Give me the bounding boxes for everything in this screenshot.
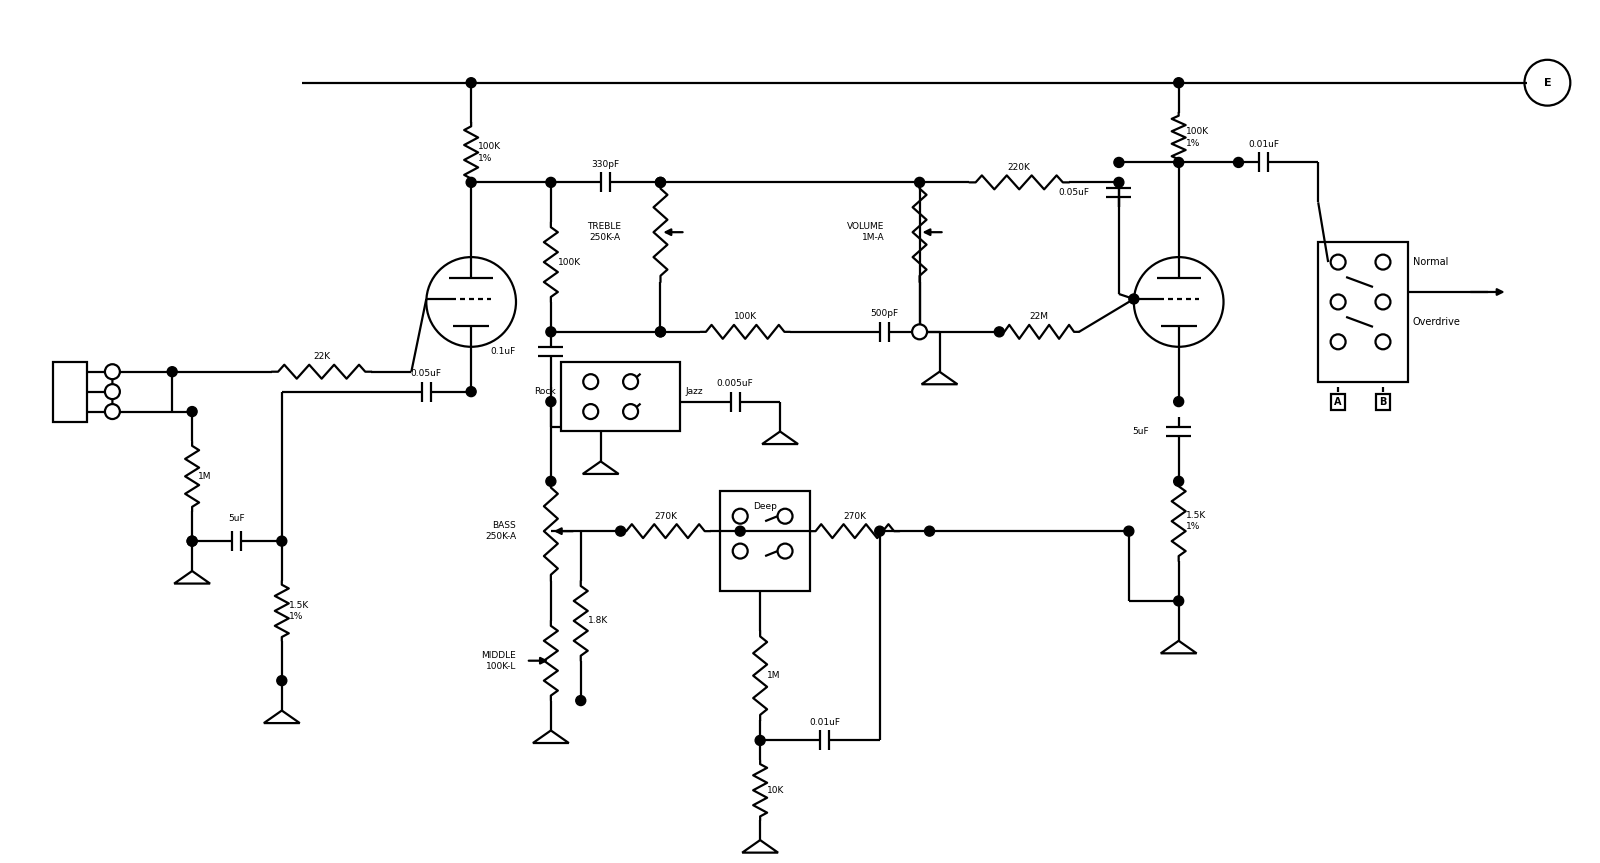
Circle shape — [778, 544, 792, 558]
Text: 1M: 1M — [766, 671, 781, 680]
Circle shape — [106, 404, 120, 419]
Text: 22K: 22K — [314, 352, 330, 362]
Text: 0.005uF: 0.005uF — [717, 379, 754, 388]
Text: 100K
1%: 100K 1% — [1186, 128, 1208, 148]
Text: Rock: Rock — [534, 387, 555, 396]
Circle shape — [755, 735, 765, 746]
Text: 0.05uF: 0.05uF — [1058, 188, 1090, 197]
Text: Overdrive: Overdrive — [1413, 317, 1461, 327]
Text: VOLUME
1M-A: VOLUME 1M-A — [848, 222, 885, 243]
Circle shape — [546, 178, 555, 187]
Text: 0.01uF: 0.01uF — [810, 718, 840, 727]
Bar — [562, 362, 680, 432]
Text: 0.1uF: 0.1uF — [491, 347, 515, 356]
Circle shape — [1331, 294, 1346, 310]
Text: 220K: 220K — [1008, 163, 1030, 172]
Circle shape — [1376, 334, 1390, 350]
Circle shape — [1114, 178, 1123, 187]
Circle shape — [277, 536, 286, 546]
Text: BASS
250K-A: BASS 250K-A — [485, 521, 515, 541]
Circle shape — [733, 544, 747, 558]
Text: 1.5K
1%: 1.5K 1% — [1186, 511, 1206, 532]
Circle shape — [466, 78, 477, 88]
Circle shape — [656, 327, 666, 337]
Text: Normal: Normal — [1413, 257, 1448, 267]
Circle shape — [187, 406, 197, 417]
Circle shape — [622, 375, 638, 389]
Text: 500pF: 500pF — [870, 310, 899, 318]
Circle shape — [622, 404, 638, 419]
Text: 1.5K
1%: 1.5K 1% — [288, 601, 309, 620]
Circle shape — [1234, 157, 1243, 167]
Circle shape — [1114, 157, 1123, 167]
Bar — [720, 491, 810, 591]
Text: A: A — [1334, 397, 1342, 406]
Circle shape — [576, 696, 586, 706]
Circle shape — [915, 178, 925, 187]
Text: 100K: 100K — [558, 257, 581, 267]
Circle shape — [546, 397, 555, 406]
Circle shape — [1123, 526, 1134, 536]
Circle shape — [584, 375, 598, 389]
Text: 22M: 22M — [1030, 312, 1048, 321]
Circle shape — [546, 327, 555, 337]
Text: 5uF: 5uF — [229, 513, 245, 523]
Bar — [1318, 243, 1408, 381]
Text: 0.01uF: 0.01uF — [1248, 140, 1278, 149]
Circle shape — [277, 676, 286, 685]
Circle shape — [168, 367, 178, 376]
Circle shape — [546, 476, 555, 487]
Text: 0.05uF: 0.05uF — [411, 369, 442, 378]
Text: Deep: Deep — [754, 501, 778, 511]
Circle shape — [656, 178, 666, 187]
Text: 100K
1%: 100K 1% — [478, 142, 501, 162]
Circle shape — [1376, 255, 1390, 269]
Circle shape — [733, 508, 747, 524]
Circle shape — [616, 526, 626, 536]
Circle shape — [1376, 294, 1390, 310]
Circle shape — [1174, 596, 1184, 606]
Circle shape — [466, 178, 477, 187]
Circle shape — [187, 536, 197, 546]
Circle shape — [736, 526, 746, 536]
Text: 100K: 100K — [734, 312, 757, 321]
Circle shape — [1174, 157, 1184, 167]
Text: Jazz: Jazz — [685, 387, 702, 396]
Text: 5uF: 5uF — [1133, 427, 1149, 436]
Text: 1M: 1M — [198, 472, 211, 481]
Text: B: B — [1379, 397, 1387, 406]
Text: 10K: 10K — [766, 785, 784, 795]
Circle shape — [106, 384, 120, 399]
Circle shape — [1130, 294, 1139, 304]
Circle shape — [656, 327, 666, 337]
Circle shape — [994, 327, 1005, 337]
Text: E: E — [1544, 78, 1552, 88]
Circle shape — [778, 508, 792, 524]
Circle shape — [1331, 334, 1346, 350]
Circle shape — [1174, 476, 1184, 487]
Circle shape — [106, 364, 120, 379]
Text: 270K: 270K — [843, 512, 866, 520]
Circle shape — [656, 178, 666, 187]
Text: 330pF: 330pF — [592, 160, 619, 169]
Text: MIDDLE
100K-L: MIDDLE 100K-L — [482, 651, 515, 671]
Circle shape — [1331, 255, 1346, 269]
Circle shape — [925, 526, 934, 536]
Circle shape — [1174, 397, 1184, 406]
Circle shape — [875, 526, 885, 536]
Bar — [53, 362, 88, 421]
Circle shape — [912, 324, 926, 339]
Text: 270K: 270K — [654, 512, 677, 520]
Circle shape — [584, 404, 598, 419]
Text: TREBLE
250K-A: TREBLE 250K-A — [587, 222, 621, 243]
Circle shape — [1174, 78, 1184, 88]
Text: 1.8K: 1.8K — [587, 616, 608, 626]
Circle shape — [466, 387, 477, 397]
Circle shape — [187, 536, 197, 546]
